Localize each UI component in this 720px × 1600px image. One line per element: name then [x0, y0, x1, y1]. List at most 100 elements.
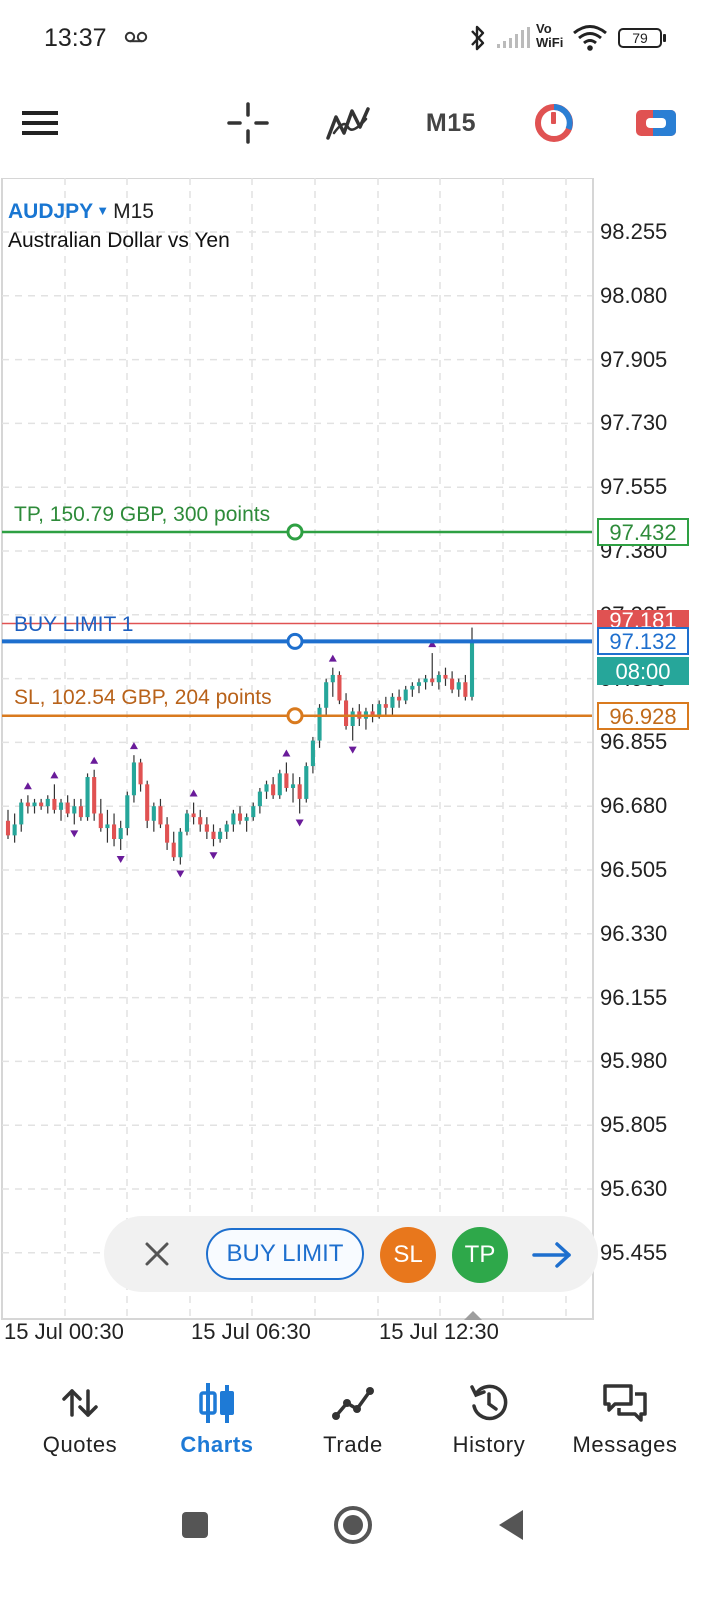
symbol-description: Australian Dollar vs Yen — [8, 229, 230, 252]
price-tick-label: 97.905 — [600, 346, 668, 372]
candle-body — [138, 762, 143, 785]
crosshair-icon — [227, 102, 269, 144]
tp-price-tag[interactable]: 97.432 — [597, 518, 689, 547]
fractal-up-marker — [50, 771, 59, 779]
price-tick-label: 95.805 — [600, 1112, 668, 1138]
candle-body — [98, 813, 103, 829]
candle-body — [469, 642, 475, 697]
nav-quotes[interactable]: Quotes — [12, 1368, 148, 1478]
candle-body — [410, 685, 415, 690]
fractal-down-marker — [70, 830, 79, 838]
fractal-down-marker — [209, 852, 218, 860]
candle-body — [131, 762, 136, 796]
candle-body — [416, 682, 422, 686]
fractal-down-marker — [295, 819, 304, 827]
chart-canvas[interactable] — [0, 178, 720, 1358]
time-tick-label: 15 Jul 00:30 — [4, 1319, 124, 1344]
buy-limit-price-tag[interactable]: 97.132 — [597, 627, 689, 656]
price-tick-label: 95.455 — [600, 1239, 668, 1265]
close-panel-button[interactable] — [142, 1232, 172, 1276]
symbol-name[interactable]: AUDJPY — [8, 200, 94, 223]
time-tick-label: 15 Jul 12:30 — [379, 1319, 499, 1344]
candle-body — [237, 813, 243, 821]
one-click-trading-icon — [535, 104, 573, 142]
fractal-up-marker — [328, 654, 337, 662]
price-tick-label: 96.680 — [600, 793, 668, 819]
scroll-handle-icon[interactable] — [462, 1309, 484, 1321]
candle-body — [211, 831, 216, 840]
fractal-down-marker — [176, 870, 185, 878]
sl-line-label[interactable]: SL, 102.54 GBP, 204 points — [14, 685, 272, 709]
order-type-button[interactable]: BUY LIMIT — [206, 1228, 364, 1280]
candle-body — [443, 674, 448, 679]
candle-body — [304, 766, 309, 799]
bluetooth-icon — [471, 25, 485, 51]
candle-body — [450, 678, 455, 690]
price-tick-label: 96.155 — [600, 984, 668, 1010]
stop-loss-line-handle[interactable] — [286, 707, 304, 725]
buy-limit-line-label[interactable]: BUY LIMIT 1 — [14, 613, 134, 637]
symbol-header: AUDJPY ▼ M15 Australian Dollar vs Yen — [8, 196, 230, 255]
status-bar: 13:37 Vo WiFi 79 — [0, 0, 720, 76]
candle-body — [330, 674, 335, 683]
nav-label: Messages — [572, 1432, 678, 1457]
price-tick-label: 96.330 — [600, 920, 668, 946]
fractal-up-marker — [90, 756, 99, 764]
candle-body — [72, 806, 77, 814]
fractal-up-marker — [282, 749, 291, 757]
wifi-icon — [573, 25, 607, 51]
fractal-down-marker — [116, 855, 125, 863]
price-tick-label: 95.630 — [600, 1176, 668, 1201]
voicemail-icon — [124, 27, 148, 52]
next-button[interactable] — [528, 1234, 576, 1276]
nav-trade[interactable]: Trade — [285, 1368, 421, 1478]
candle-body — [251, 806, 256, 818]
battery-icon: 79 — [618, 28, 662, 48]
candle-body — [317, 707, 322, 741]
trade-icon — [332, 1387, 374, 1420]
candle-body — [244, 817, 249, 821]
buy-sell-icon — [636, 110, 676, 136]
candle-body — [456, 682, 461, 690]
nav-history[interactable]: History — [421, 1368, 557, 1478]
candle-body — [310, 740, 315, 767]
indicators-button[interactable] — [324, 90, 372, 156]
home-button[interactable] — [318, 1490, 388, 1560]
bar-timer-tag: 08:00 — [597, 657, 689, 686]
recents-button[interactable] — [160, 1490, 230, 1560]
back-button[interactable] — [476, 1490, 546, 1560]
sl-button[interactable]: SL — [380, 1227, 436, 1283]
symbol-dropdown-icon[interactable]: ▼ — [96, 203, 110, 218]
candle-body — [204, 824, 209, 832]
fractal-up-marker — [428, 640, 437, 648]
candle-body — [377, 704, 382, 716]
take-profit-line-handle[interactable] — [286, 523, 304, 541]
candle-body — [344, 700, 349, 726]
menu-button[interactable] — [16, 90, 64, 156]
tp-line-label[interactable]: TP, 150.79 GBP, 300 points — [14, 503, 271, 527]
nav-charts[interactable]: Charts — [149, 1368, 285, 1478]
nav-messages[interactable]: Messages — [557, 1368, 693, 1478]
home-circle-icon — [334, 1506, 372, 1544]
candle-body — [5, 820, 11, 836]
trade-toggle-button[interactable] — [632, 90, 680, 156]
sl-price-tag[interactable]: 96.928 — [597, 701, 689, 730]
price-chart[interactable]: AUDJPY ▼ M15 Australian Dollar vs Yen 98.2… — [0, 178, 720, 1358]
candle-body — [118, 828, 123, 840]
square-icon — [182, 1512, 208, 1538]
candle-body — [430, 678, 435, 683]
candle-body — [39, 802, 44, 807]
system-navigation — [0, 1490, 720, 1560]
timeframe-button[interactable]: M15 — [425, 108, 477, 137]
charts-icon — [199, 1383, 234, 1423]
candle-body — [165, 824, 170, 843]
candle-body — [370, 711, 375, 716]
candle-body — [290, 784, 296, 788]
buy-limit-line-handle[interactable] — [286, 632, 304, 650]
chart-timeframe: M15 — [113, 200, 154, 223]
candle-body — [191, 813, 196, 818]
candle-body — [423, 678, 428, 683]
one-click-trading-button[interactable] — [530, 90, 578, 156]
tp-button[interactable]: TP — [452, 1227, 508, 1283]
crosshair-button[interactable] — [224, 90, 272, 156]
